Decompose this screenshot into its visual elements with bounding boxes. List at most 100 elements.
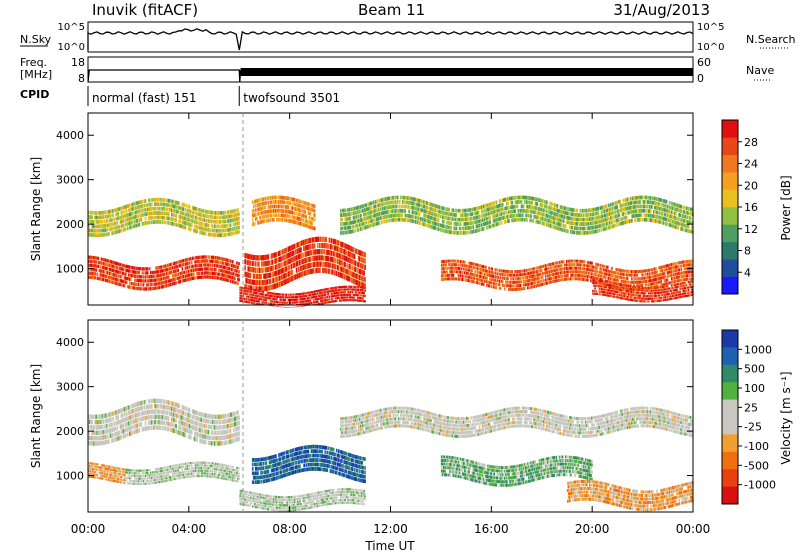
echo-cell (655, 210, 657, 214)
echo-cell (262, 296, 265, 299)
echo-cell (310, 203, 313, 208)
echo-cell (269, 196, 272, 200)
echo-cell (588, 230, 590, 235)
echo-cell (202, 259, 205, 263)
echo-cell (655, 201, 657, 206)
echo-cell (90, 215, 92, 219)
echo-cell (127, 212, 130, 217)
echo-cell (651, 205, 653, 209)
echo-cell (489, 224, 491, 229)
echo-cell (108, 214, 110, 219)
echo-cell (647, 213, 650, 218)
echo-cell (363, 294, 365, 297)
echo-cell (555, 217, 558, 221)
echo-cell (222, 211, 225, 215)
echo-cell (343, 273, 345, 280)
echo-cell (137, 282, 140, 287)
echo-cell (362, 217, 364, 222)
echo-cell (137, 278, 140, 283)
echo-cell (558, 222, 561, 227)
echo-cell (433, 217, 436, 221)
echo-cell (269, 284, 272, 291)
echo-cell (157, 202, 159, 206)
echo-cell (343, 255, 345, 261)
echo-cell (373, 218, 376, 222)
echo-cell (461, 271, 464, 274)
echo-cell (100, 233, 103, 237)
echo-cell (188, 265, 191, 269)
echo-cell (287, 259, 290, 265)
echo-cell (473, 276, 476, 280)
echo-cell (519, 280, 522, 284)
echo-cell (344, 208, 346, 213)
echo-cell (97, 224, 100, 229)
echo-cell (564, 211, 567, 215)
echo-cell (251, 301, 254, 305)
echo-cell (88, 228, 90, 233)
echo-cell (350, 207, 353, 212)
echo-cell (247, 290, 250, 293)
echo-cell (570, 221, 572, 225)
echo-cell (432, 221, 435, 225)
echo-cell (330, 250, 333, 256)
echo-cell (636, 218, 638, 222)
echo-cell (385, 206, 387, 210)
echo-cell (339, 259, 341, 265)
echo-cell (312, 296, 315, 299)
echo-cell (344, 274, 346, 280)
echo-cell (251, 267, 254, 273)
echo-cell (669, 219, 672, 223)
echo-cell (182, 225, 185, 229)
echo-cell (279, 306, 281, 308)
echo-cell (655, 219, 657, 223)
echo-cell (401, 209, 403, 213)
echo-cell (213, 233, 215, 237)
echo-cell (273, 209, 276, 213)
echo-cell (292, 275, 295, 281)
echo-cell (133, 274, 135, 278)
echo-cell (558, 218, 561, 222)
echo-cell (304, 219, 307, 223)
echo-cell (258, 280, 260, 286)
echo-cell (642, 200, 645, 204)
echo-cell (137, 205, 140, 210)
echo-cell (639, 213, 642, 218)
echo-cell (221, 219, 224, 224)
echo-cell (284, 279, 286, 285)
echo-cell (158, 215, 161, 220)
echo-cell (156, 274, 158, 278)
echo-cell (571, 221, 573, 225)
echo-cell (668, 214, 671, 218)
echo-cell (258, 261, 260, 267)
echo-cell (187, 226, 190, 231)
echo-cell (344, 226, 346, 230)
echo-cell (286, 218, 289, 223)
echo-cell (97, 211, 100, 215)
echo-cell (166, 212, 169, 216)
echo-cell (673, 220, 675, 224)
echo-cell (154, 202, 156, 206)
echo-cell (123, 272, 126, 276)
echo-cell (346, 269, 349, 275)
echo-cell (98, 211, 101, 215)
echo-cell (663, 212, 666, 217)
echo-cell (444, 270, 446, 274)
echo-cell (292, 220, 295, 224)
noise-panel: N.Sky 10^5 10^0 10^5 10^0 N.Search (20, 21, 796, 53)
echo-cell (351, 299, 354, 302)
echo-cell (181, 271, 184, 275)
echo-cell (645, 195, 648, 200)
echo-cell (224, 210, 227, 215)
echo-cell (536, 220, 539, 224)
echo-cell (146, 271, 149, 275)
echo-cell (163, 216, 166, 220)
echo-cell (487, 203, 489, 207)
echo-cell (523, 217, 526, 222)
echo-cell (184, 221, 187, 225)
echo-cell (269, 305, 272, 306)
echo-cell (490, 267, 492, 271)
echo-cell (529, 278, 531, 282)
echo-cell (252, 279, 255, 285)
echo-cell (130, 207, 132, 212)
echo-cell (332, 292, 335, 295)
